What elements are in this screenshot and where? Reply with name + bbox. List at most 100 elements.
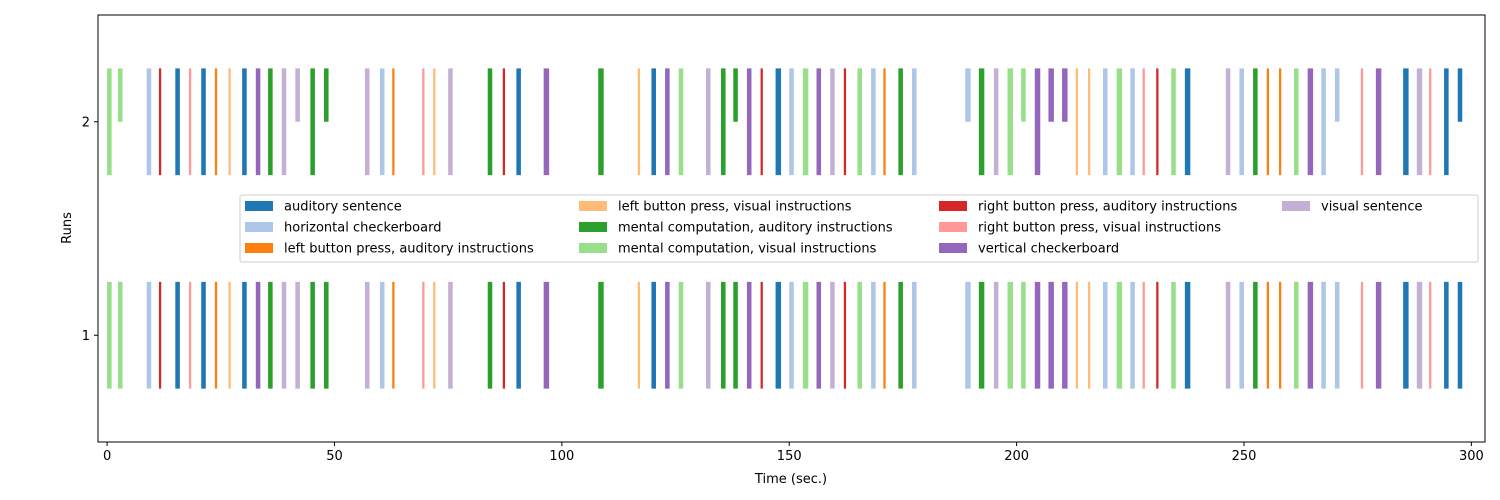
legend-label-0: auditory sentence (284, 200, 402, 215)
event-bar-run2-54 (1062, 68, 1068, 122)
event-bar-run1-3 (158, 281, 162, 389)
event-bar-run1-9 (242, 281, 247, 389)
event-bar-run1-6 (201, 281, 206, 389)
event-bar-run2-12 (281, 68, 287, 176)
event-bar-run2-21 (448, 68, 453, 176)
event-bar-run2-32 (721, 68, 726, 176)
event-bar-run1-44 (883, 281, 886, 389)
event-bar-run1-52 (1034, 281, 1041, 389)
event-bar-run1-28 (651, 281, 656, 389)
event-bar-run2-41 (843, 68, 847, 176)
event-bar-run1-73 (1360, 281, 1364, 389)
event-bar-run1-22 (487, 281, 493, 389)
event-bar-run1-53 (1048, 281, 1054, 389)
event-bar-run1-66 (1253, 281, 1258, 389)
event-bar-run1-51 (1021, 281, 1026, 389)
event-bar-run1-48 (978, 281, 985, 389)
event-bar-run2-79 (1457, 68, 1463, 122)
event-bar-run1-70 (1307, 281, 1314, 389)
event-bar-run1-76 (1416, 281, 1423, 389)
event-bar-run2-26 (598, 68, 604, 176)
event-bar-run2-73 (1360, 68, 1364, 176)
event-bar-run1-49 (993, 281, 999, 389)
legend-label-7: right button press, visual instructions (978, 221, 1221, 236)
event-bar-run2-60 (1142, 68, 1145, 176)
y-axis-label: Runs (60, 212, 75, 244)
event-bar-run1-12 (281, 281, 287, 389)
event-bar-run2-35 (760, 68, 763, 176)
event-bar-run2-30 (678, 68, 684, 176)
event-bar-run2-72 (1334, 68, 1340, 122)
legend-label-5: mental computation, visual instructions (618, 242, 877, 257)
event-bar-run1-10 (255, 281, 261, 389)
legend-swatch-4 (579, 222, 607, 232)
event-bar-run2-69 (1294, 68, 1299, 176)
event-bar-run2-48 (978, 68, 985, 176)
event-bar-run2-33 (733, 68, 738, 122)
legend-label-3: left button press, visual instructions (618, 200, 852, 215)
event-bar-run1-45 (898, 281, 903, 389)
event-bar-run1-54 (1062, 281, 1068, 389)
event-bar-run1-43 (871, 281, 876, 389)
event-bar-run2-7 (214, 68, 218, 176)
event-bar-run1-39 (816, 281, 822, 389)
event-bar-run1-46 (912, 281, 917, 389)
event-bar-run1-32 (721, 281, 726, 389)
x-axis-ticks: 0 50 100 150 200 250 300 (103, 442, 1484, 464)
event-bar-run2-39 (816, 68, 822, 176)
event-bar-run2-22 (487, 68, 493, 176)
event-bar-run2-44 (883, 68, 886, 176)
event-bar-run1-56 (1088, 281, 1091, 389)
event-bar-run1-40 (830, 281, 835, 389)
event-bar-run1-59 (1130, 281, 1135, 389)
event-bar-run2-36 (775, 68, 782, 176)
event-bar-run2-63 (1184, 68, 1191, 176)
y-tick-label-2: 2 (82, 115, 90, 130)
event-bar-run1-50 (1007, 281, 1013, 389)
event-bar-run2-8 (228, 68, 231, 176)
event-bar-run1-25 (543, 281, 550, 389)
event-bar-run2-67 (1266, 68, 1269, 176)
event-bar-run2-52 (1034, 68, 1041, 176)
event-bar-run1-37 (789, 281, 794, 389)
x-axis-label: Time (sec.) (754, 472, 827, 487)
event-bar-run2-51 (1021, 68, 1026, 122)
event-bar-run2-56 (1088, 68, 1091, 176)
event-bar-run2-71 (1321, 68, 1326, 176)
event-bar-run2-11 (268, 68, 273, 176)
event-bar-run2-9 (242, 68, 247, 176)
event-bar-run2-61 (1156, 68, 1159, 176)
event-bar-run2-10 (255, 68, 261, 176)
event-bar-run2-6 (201, 68, 206, 176)
legend-swatch-0 (245, 201, 273, 211)
event-bar-run2-55 (1075, 68, 1078, 176)
event-bar-run2-70 (1307, 68, 1314, 176)
event-bar-run2-40 (830, 68, 835, 176)
event-bar-run2-47 (965, 68, 971, 122)
event-bar-run2-24 (516, 68, 521, 176)
event-bar-run1-4 (175, 281, 180, 389)
event-bar-run2-59 (1130, 68, 1135, 176)
event-bar-run1-62 (1171, 281, 1176, 389)
event-bar-run1-41 (843, 281, 847, 389)
event-bar-run1-5 (188, 281, 192, 389)
event-bar-run2-57 (1103, 68, 1108, 176)
event-bar-run2-13 (295, 68, 300, 122)
legend-label-2: left button press, auditory instructions (284, 242, 534, 257)
event-bar-run1-16 (364, 281, 370, 389)
x-tick-label-0: 0 (103, 449, 111, 464)
event-bar-run2-74 (1375, 68, 1382, 176)
event-bar-run2-29 (665, 68, 670, 176)
event-bar-run1-20 (433, 281, 436, 389)
event-bar-run2-15 (324, 68, 329, 122)
legend-label-9: visual sentence (1321, 200, 1423, 215)
legend-swatch-7 (939, 222, 967, 232)
event-bar-run1-72 (1334, 281, 1340, 389)
event-bar-run1-58 (1116, 281, 1123, 389)
event-bar-run2-58 (1116, 68, 1123, 176)
event-bar-run1-60 (1142, 281, 1145, 389)
event-bar-run2-27 (637, 68, 641, 176)
event-bar-run2-20 (433, 68, 436, 176)
event-bar-run2-38 (802, 68, 809, 176)
